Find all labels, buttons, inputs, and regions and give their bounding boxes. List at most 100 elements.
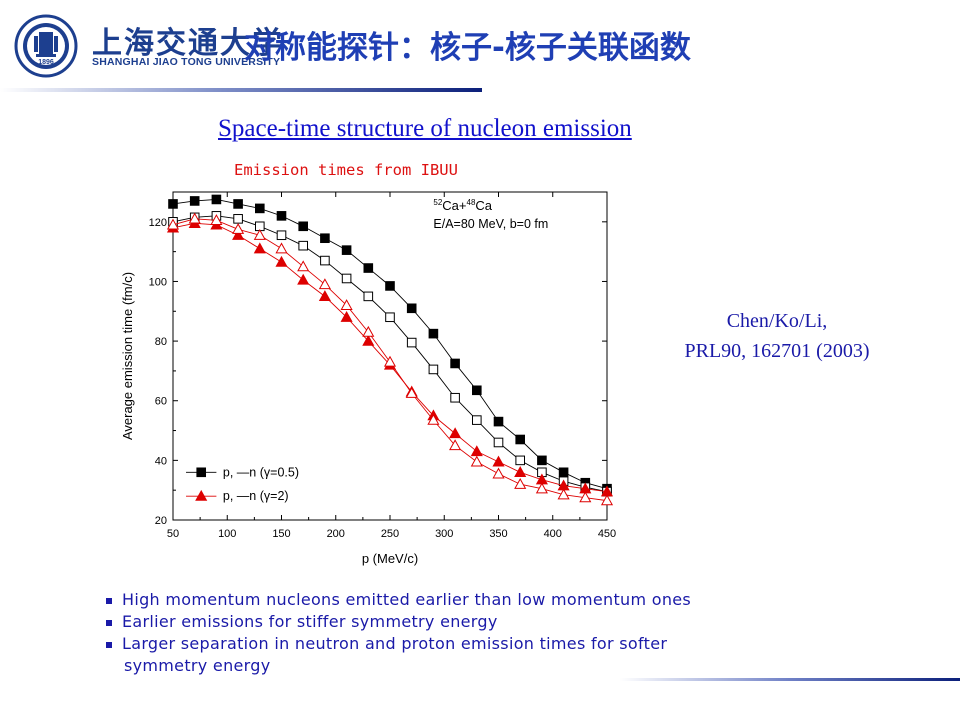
data-point bbox=[168, 199, 178, 209]
data-point bbox=[362, 325, 375, 337]
data-point bbox=[166, 218, 180, 230]
isotope-mass: 52 bbox=[433, 198, 442, 207]
data-point bbox=[406, 337, 417, 348]
data-point bbox=[515, 434, 525, 445]
data-point bbox=[255, 203, 265, 214]
chart-caption: Emission times from IBUU bbox=[234, 161, 458, 179]
data-point bbox=[298, 221, 308, 232]
y-tick-label: 120 bbox=[149, 217, 167, 229]
data-series bbox=[168, 211, 612, 497]
x-tick-label: 50 bbox=[167, 528, 179, 540]
data-point bbox=[492, 455, 505, 467]
data-point bbox=[318, 290, 331, 302]
bullet-item: Larger separation in neutron and proton … bbox=[106, 633, 691, 655]
data-point bbox=[341, 273, 352, 284]
legend-entry: p, —n (γ=0.5) bbox=[186, 465, 299, 479]
data-point bbox=[253, 242, 266, 254]
data-point bbox=[232, 223, 245, 234]
data-point bbox=[340, 299, 353, 310]
data-point bbox=[341, 245, 352, 255]
series-line bbox=[172, 215, 608, 493]
data-point bbox=[472, 415, 482, 425]
y-tick-label: 60 bbox=[155, 396, 167, 408]
data-point bbox=[385, 312, 395, 323]
bullet-marker bbox=[106, 642, 112, 648]
logo-year: 1896 bbox=[38, 59, 54, 66]
data-point bbox=[297, 260, 310, 272]
y-tick-label: 80 bbox=[155, 336, 167, 348]
data-point bbox=[493, 437, 504, 448]
data-point bbox=[515, 455, 525, 466]
data-point bbox=[320, 233, 330, 244]
data-point bbox=[233, 199, 243, 209]
data-point bbox=[428, 328, 439, 339]
data-point bbox=[557, 488, 570, 500]
data-point bbox=[195, 489, 208, 501]
data-point bbox=[276, 211, 287, 221]
y-tick-label: 20 bbox=[155, 515, 167, 527]
data-point bbox=[600, 494, 614, 506]
title-divider bbox=[0, 88, 482, 92]
data-point bbox=[318, 278, 331, 290]
citation-authors: Chen/Ko/Li, bbox=[726, 310, 828, 332]
data-point bbox=[470, 455, 483, 467]
data-point bbox=[363, 263, 374, 273]
data-point bbox=[535, 482, 548, 494]
data-point bbox=[449, 439, 462, 451]
data-point bbox=[493, 416, 504, 427]
data-point bbox=[233, 214, 243, 224]
citation: Chen/Ko/Li, PRL90, 162701 (2003) bbox=[632, 306, 922, 366]
data-point bbox=[363, 291, 374, 302]
y-tick-label: 40 bbox=[155, 455, 167, 467]
emission-time-chart: 50 100 150 200 250 300 350 400 450 20 40 60 80 100 120… bbox=[120, 191, 616, 566]
data-point bbox=[232, 229, 245, 240]
bullet-text: Earlier emissions for stiffer symmetry e… bbox=[122, 612, 498, 631]
data-series bbox=[166, 212, 614, 506]
y-tick-label: 100 bbox=[149, 276, 167, 288]
citation-reference: PRL90, 162701 (2003) bbox=[684, 340, 870, 362]
slide-title: 对称能探针：核子-核子关联函数 bbox=[244, 30, 691, 66]
data-point bbox=[405, 387, 418, 398]
data-point bbox=[211, 194, 222, 205]
data-point bbox=[253, 229, 266, 240]
data-point bbox=[514, 477, 527, 489]
data-point bbox=[385, 281, 395, 291]
data-point bbox=[427, 413, 440, 425]
data-point bbox=[340, 311, 353, 322]
x-tick-label: 350 bbox=[489, 528, 507, 540]
x-tick-label: 450 bbox=[598, 528, 616, 540]
data-point bbox=[297, 273, 310, 285]
data-point bbox=[472, 385, 482, 396]
data-point bbox=[450, 392, 460, 403]
x-tick-label: 200 bbox=[327, 528, 345, 540]
legend-label: p, —n (γ=2) bbox=[223, 489, 289, 503]
data-point bbox=[579, 491, 592, 503]
x-axis-label: p (MeV/c) bbox=[362, 551, 418, 566]
bullet-marker bbox=[106, 620, 112, 626]
school-name-cn: 上海交通大学 bbox=[92, 26, 284, 61]
subtitle: Space-time structure of nucleon emission bbox=[218, 115, 632, 142]
bullet-marker bbox=[106, 598, 112, 604]
bullet-item: Earlier emissions for stiffer symmetry e… bbox=[106, 611, 691, 633]
series-line bbox=[172, 199, 608, 490]
bullet-text: Larger separation in neutron and proton … bbox=[122, 634, 668, 653]
data-point bbox=[276, 230, 287, 241]
data-series bbox=[166, 217, 614, 497]
legend-label: p, —n (γ=0.5) bbox=[223, 465, 299, 479]
data-point bbox=[470, 445, 483, 457]
data-point bbox=[492, 467, 505, 479]
school-name-en: SHANGHAI JIAO TONG UNIVERSITY bbox=[92, 56, 281, 68]
bullet-text: symmetry energy bbox=[124, 656, 271, 675]
data-point bbox=[320, 255, 330, 266]
bullet-list: High momentum nucleons emitted earlier t… bbox=[106, 589, 691, 677]
data-point bbox=[210, 214, 223, 225]
data-point bbox=[362, 334, 375, 346]
data-point bbox=[449, 427, 462, 439]
footer-divider bbox=[620, 678, 960, 681]
bullet-continuation: symmetry energy bbox=[106, 655, 691, 677]
data-point bbox=[428, 364, 439, 375]
x-tick-label: 100 bbox=[218, 528, 236, 540]
energy-annotation: E/A=80 MeV, b=0 fm bbox=[433, 217, 548, 231]
x-tick-label: 300 bbox=[435, 528, 453, 540]
x-tick-label: 150 bbox=[272, 528, 290, 540]
